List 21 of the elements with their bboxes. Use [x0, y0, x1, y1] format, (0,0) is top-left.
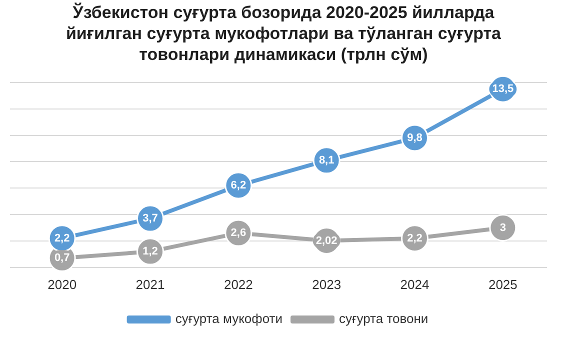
x-tick-label: 2023	[312, 276, 342, 292]
x-tick-label: 2021	[136, 276, 165, 292]
x-tick-label: 2024	[400, 276, 430, 292]
x-tick-label: 2025	[488, 276, 518, 292]
x-tick-label: 2020	[48, 276, 77, 292]
data-label: 2,2	[54, 232, 70, 244]
data-label: 2,2	[407, 232, 422, 244]
legend-label: суғурта товони	[339, 311, 428, 326]
data-label: 9,8	[407, 132, 422, 144]
chart-title: Ўзбекистон суғурта бозорида 2020-2025 йилларда йиғилган суғурта мукофотлари ва тўланган суғурта товонлари динамикаси (трлн сўм)	[64, 2, 502, 66]
data-label: 13,5	[492, 83, 514, 96]
data-label: 1,2	[142, 246, 158, 258]
data-label: 2,02	[316, 234, 338, 247]
x-tick-label: 2022	[224, 276, 253, 292]
data-label: 8,1	[318, 154, 334, 166]
data-label: 0,7	[54, 252, 70, 264]
data-label: 3	[500, 222, 506, 234]
data-label: 2,6	[230, 227, 246, 240]
data-label: 6,2	[230, 180, 246, 192]
legend-label: суғурта мукофоти	[175, 311, 283, 326]
data-label: 3,7	[142, 212, 158, 225]
